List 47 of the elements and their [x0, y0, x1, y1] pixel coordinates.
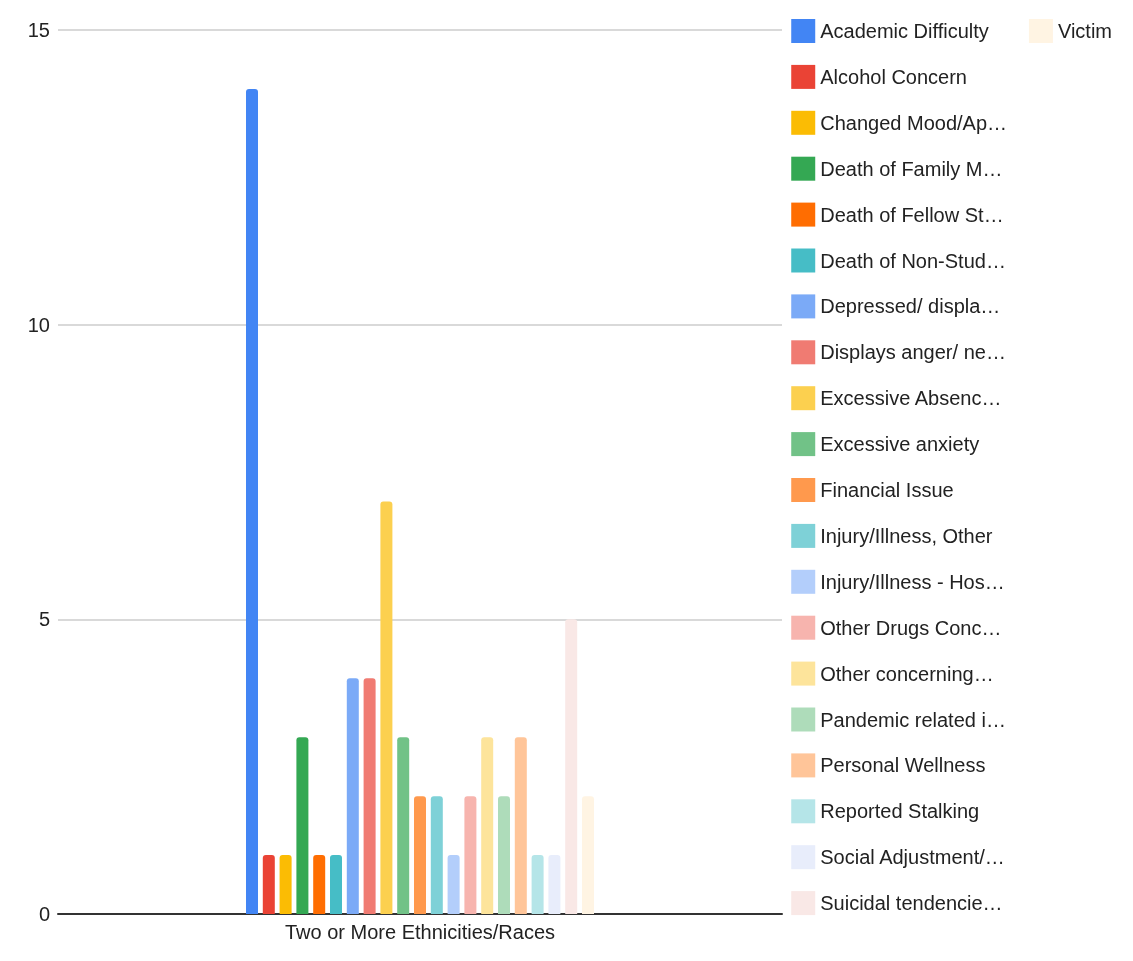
bar: [380, 501, 393, 914]
x-tick-label: Two or More Ethnicities/Races: [284, 921, 556, 943]
bar: [498, 796, 510, 914]
bar: [246, 88, 258, 914]
bar: [313, 855, 326, 914]
legend-label: Injury/Illness - Hos…: [820, 570, 1005, 593]
bar: [447, 855, 460, 914]
bar: [397, 737, 410, 914]
legend-label: Alcohol Concern: [820, 65, 967, 88]
legend-label: Pandemic related i…: [820, 708, 1006, 731]
bar: [548, 855, 561, 914]
legend-label: Other concerning…: [820, 662, 994, 685]
bar: [346, 678, 359, 914]
bar: [414, 796, 426, 914]
bar: [481, 737, 494, 914]
legend-label: Excessive Absenc…: [820, 387, 1002, 410]
bar: [464, 796, 477, 914]
bar: [363, 678, 376, 914]
bar: [514, 737, 527, 914]
y-tick-label: 0: [38, 903, 50, 925]
bar: [330, 855, 342, 914]
bar: [430, 796, 443, 914]
y-tick-label: 15: [27, 19, 50, 41]
legend-label: Death of Fellow St…: [820, 203, 1004, 226]
legend-label: Depressed/ displa…: [820, 295, 1001, 318]
legend-label: Victim: [1057, 20, 1113, 42]
legend-label: Reported Stalking: [820, 800, 980, 823]
bar: [262, 855, 275, 914]
y-tick-label: 5: [38, 608, 50, 631]
y-tick-label: 10: [27, 313, 50, 336]
bar: [296, 737, 309, 914]
legend-label: Other Drugs Conc…: [820, 616, 1002, 639]
legend-label: Excessive anxiety: [820, 433, 980, 456]
legend-label: Social Adjustment/…: [820, 846, 1005, 869]
bar: [531, 855, 544, 914]
legend-label: Personal Wellness: [820, 754, 986, 777]
bar: [565, 619, 578, 914]
legend-label: Academic Difficulty: [820, 20, 989, 42]
legend-label: Death of Family M…: [820, 157, 1003, 180]
bar: [582, 796, 594, 914]
legend-label: Suicidal tendencie…: [820, 892, 1003, 915]
legend-label: Changed Mood/Ap…: [820, 111, 1008, 134]
bar: [279, 855, 292, 914]
legend-label: Displays anger/ ne…: [820, 341, 1006, 364]
legend-label: Death of Non-Stud…: [820, 249, 1006, 272]
legend-label: Financial Issue: [820, 479, 954, 501]
legend-label: Injury/Illness, Other: [820, 524, 993, 547]
